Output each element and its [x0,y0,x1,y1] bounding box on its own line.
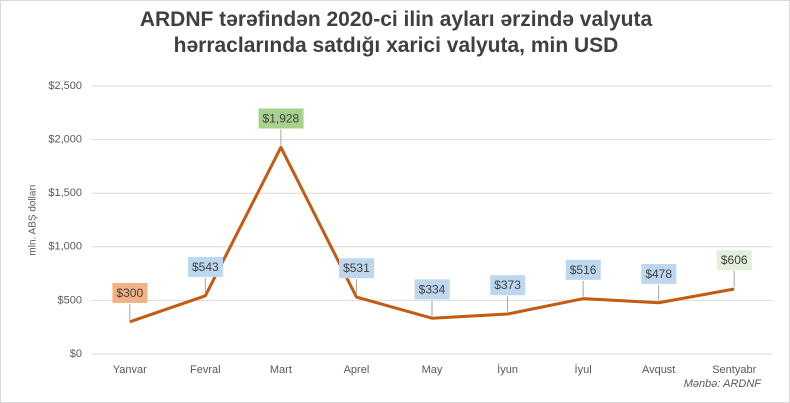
data-label: $531 [339,258,375,279]
data-label: $478 [641,263,677,284]
y-axis-label: mln. ABŞ dolları [28,184,39,255]
data-label-text: $373 [494,278,521,292]
x-tick-label: Avqust [642,364,675,376]
data-label: $1,928 [258,108,304,129]
data-label-box [414,279,450,300]
data-label-box [490,275,526,296]
y-tick-label: $0 [70,348,82,360]
data-label: $516 [565,259,601,280]
data-label: $373 [490,275,526,296]
y-tick-label: $2,500 [48,80,82,92]
data-label-text: $531 [343,261,370,275]
x-tick-label: Mart [270,364,292,376]
y-tick-label: $500 [58,294,82,306]
data-label-box [187,256,224,277]
data-label-text: $478 [645,267,672,281]
data-label-box [112,283,148,304]
data-label-text: $543 [192,260,219,274]
chart-title: ARDNF tərəfindən 2020-ci ilin ayları ərz… [139,8,653,57]
source: Mənbə: ARDNF [684,378,763,390]
data-label-text: $300 [116,286,143,300]
data-label-box [641,263,677,284]
data-label-box [716,250,752,271]
x-tick-label: Sentyabr [712,364,756,376]
x-tick-label: Fevral [190,364,221,376]
data-label: $334 [414,279,450,300]
y-tick-label: $1,000 [48,241,82,253]
y-tick-label: $2,000 [48,134,82,146]
line [129,145,735,324]
data-label: $606 [716,250,752,271]
data-label-text: $1,928 [263,111,300,125]
data-label-box [258,108,304,129]
y-tick-label: $1,500 [48,187,82,199]
x-tick-label: Aprel [344,364,370,376]
x-tick-label: Yanvar [113,364,147,376]
x-tick-label: İyun [497,363,518,376]
data-label-text: $516 [570,263,597,277]
data-label: $300 [112,283,148,304]
x-tick-label: May [422,364,443,376]
data-label: $543 [187,256,224,277]
data-label-box [339,258,375,279]
data-label-box [565,259,601,280]
data-label-text: $334 [419,282,446,296]
x-tick-label: İyul [575,363,592,376]
data-label-text: $606 [721,253,748,267]
